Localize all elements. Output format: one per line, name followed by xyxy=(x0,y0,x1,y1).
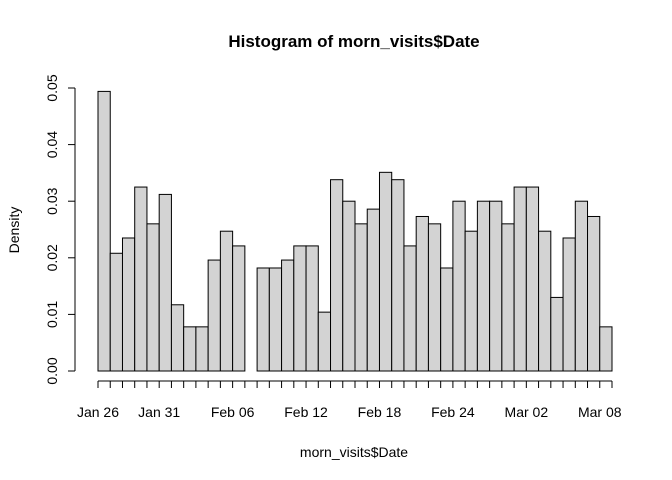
histogram-bar xyxy=(109,252,123,372)
y-tick-label: 0.01 xyxy=(44,301,60,328)
histogram-bar xyxy=(134,186,148,372)
histogram-bar xyxy=(599,326,613,372)
histogram-bar xyxy=(195,326,209,372)
histogram-bar xyxy=(232,245,246,372)
histogram-bar xyxy=(305,245,319,372)
bars-group xyxy=(97,90,613,372)
y-tick-label: 0.04 xyxy=(44,131,60,158)
histogram-bar xyxy=(403,245,417,372)
y-tick-label: 0.00 xyxy=(44,357,60,384)
histogram-bar xyxy=(170,304,185,372)
chart-title: Histogram of morn_visits$Date xyxy=(228,32,479,51)
x-tick-label: Mar 02 xyxy=(505,404,549,420)
histogram-bar xyxy=(562,237,576,372)
histogram-bar xyxy=(342,200,356,372)
histogram-bar xyxy=(317,311,332,372)
x-tick-label: Feb 24 xyxy=(431,404,475,420)
histogram-bar xyxy=(525,186,540,372)
histogram-bar xyxy=(219,230,234,372)
histogram-bar xyxy=(501,223,515,372)
histogram-bar xyxy=(207,259,221,372)
histogram-bar xyxy=(183,326,197,372)
histogram-bar xyxy=(293,245,307,372)
histogram-bar xyxy=(330,179,344,372)
histogram-bar xyxy=(452,200,466,372)
histogram-bar xyxy=(464,230,478,372)
histogram-bar xyxy=(427,223,442,372)
histogram-bar xyxy=(121,237,136,372)
x-axis-label: morn_visits$Date xyxy=(300,444,408,460)
histogram-bar xyxy=(378,171,393,372)
x-tick-label: Mar 08 xyxy=(578,404,622,420)
y-axis-label: Density xyxy=(6,207,22,254)
x-tick-label: Feb 18 xyxy=(358,404,402,420)
histogram-bar xyxy=(587,215,601,372)
x-axis: Jan 26 Jan 31 Feb 06 Feb 12 Feb 18 Feb 24 Mar … xyxy=(77,380,622,420)
histogram-bar xyxy=(574,200,589,372)
x-tick-label: Jan 31 xyxy=(138,404,180,420)
histogram-bar xyxy=(366,208,380,372)
y-tick-label: 0.05 xyxy=(44,74,60,101)
y-axis: 0.00 0.01 0.02 0.03 0.04 0.05 xyxy=(44,74,76,385)
histogram-bar xyxy=(158,193,172,372)
histogram-bar xyxy=(440,267,454,372)
histogram-bar xyxy=(391,179,405,372)
histogram-bar xyxy=(268,267,283,372)
x-tick-label: Feb 12 xyxy=(284,404,328,420)
histogram-bar xyxy=(281,259,295,372)
histogram-bar xyxy=(538,230,552,372)
x-tick-label: Feb 06 xyxy=(211,404,255,420)
x-tick-label: Jan 26 xyxy=(77,404,119,420)
histogram-bar xyxy=(256,267,270,372)
histogram-bar xyxy=(513,186,527,372)
histogram-bar xyxy=(476,200,491,372)
histogram-bar xyxy=(97,90,111,372)
y-tick-label: 0.03 xyxy=(44,187,60,214)
histogram-bar xyxy=(489,200,503,372)
histogram-bar xyxy=(146,223,160,372)
histogram-bar xyxy=(354,223,368,372)
histogram-bar xyxy=(415,215,429,372)
histogram-bar xyxy=(550,296,564,372)
y-tick-label: 0.02 xyxy=(44,244,60,271)
